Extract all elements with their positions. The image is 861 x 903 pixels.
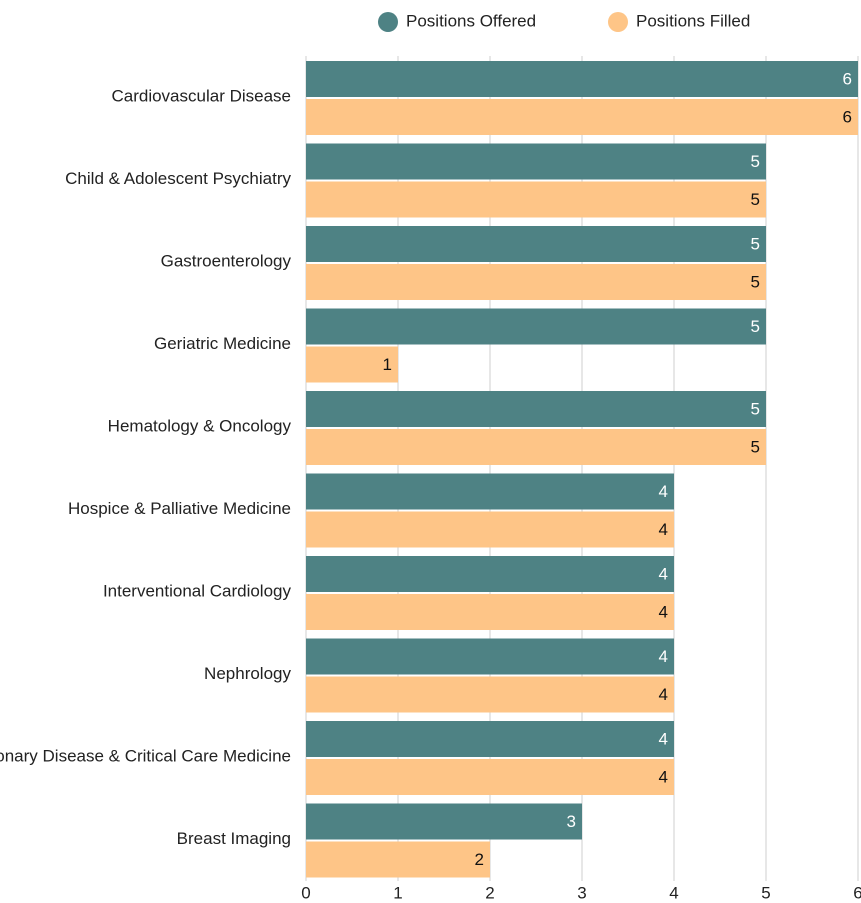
bar bbox=[306, 226, 766, 262]
bar bbox=[306, 473, 674, 510]
bar bbox=[306, 391, 766, 427]
bar bbox=[306, 803, 582, 840]
value-label: 5 bbox=[751, 399, 760, 418]
y-tick-label: Breast Imaging bbox=[177, 829, 291, 848]
legend-swatch bbox=[378, 12, 398, 32]
y-tick-label: Hospice & Palliative Medicine bbox=[68, 499, 291, 518]
value-label: 4 bbox=[659, 520, 668, 539]
bar bbox=[306, 676, 674, 713]
y-tick-label: Gastroenterology bbox=[161, 252, 292, 271]
y-tick-label: Interventional Cardiology bbox=[103, 582, 292, 601]
bar bbox=[306, 143, 766, 180]
x-tick-label: 1 bbox=[393, 883, 402, 902]
value-label: 4 bbox=[659, 767, 668, 786]
bar bbox=[306, 638, 674, 675]
value-label: 3 bbox=[567, 812, 576, 831]
y-tick-label: Nephrology bbox=[204, 664, 291, 683]
legend-swatch bbox=[608, 12, 628, 32]
value-label: 6 bbox=[843, 69, 852, 88]
value-label: 6 bbox=[843, 107, 852, 126]
bar bbox=[306, 759, 674, 795]
x-tick-label: 4 bbox=[669, 883, 678, 902]
value-label: 4 bbox=[659, 729, 668, 748]
x-tick-label: 6 bbox=[853, 883, 861, 902]
x-tick-label: 3 bbox=[577, 883, 586, 902]
bar bbox=[306, 594, 674, 630]
value-label: 4 bbox=[659, 647, 668, 666]
value-label: 5 bbox=[751, 437, 760, 456]
bar bbox=[306, 346, 398, 383]
bar bbox=[306, 181, 766, 218]
bar bbox=[306, 511, 674, 548]
y-tick-label: Pulmonary Disease & Critical Care Medici… bbox=[0, 747, 291, 766]
bar bbox=[306, 841, 490, 878]
value-label: 4 bbox=[659, 564, 668, 583]
value-label: 5 bbox=[751, 272, 760, 291]
x-tick-label: 0 bbox=[301, 883, 310, 902]
value-label: 5 bbox=[751, 190, 760, 209]
value-label: 5 bbox=[751, 317, 760, 336]
bar bbox=[306, 264, 766, 300]
value-label: 4 bbox=[659, 602, 668, 621]
y-tick-label: Cardiovascular Disease bbox=[111, 87, 291, 106]
x-tick-label: 2 bbox=[485, 883, 494, 902]
y-tick-label: Hematology & Oncology bbox=[108, 417, 292, 436]
legend-label: Positions Offered bbox=[406, 11, 536, 30]
bar bbox=[306, 429, 766, 465]
bar bbox=[306, 556, 674, 592]
bar bbox=[306, 99, 858, 135]
y-tick-label: Child & Adolescent Psychiatry bbox=[65, 169, 291, 188]
bar bbox=[306, 721, 674, 757]
bar bbox=[306, 308, 766, 345]
value-label: 4 bbox=[659, 482, 668, 501]
value-label: 4 bbox=[659, 685, 668, 704]
x-tick-label: 5 bbox=[761, 883, 770, 902]
legend-label: Positions Filled bbox=[636, 11, 750, 30]
value-label: 1 bbox=[383, 355, 392, 374]
y-tick-label: Geriatric Medicine bbox=[154, 334, 291, 353]
value-label: 2 bbox=[475, 850, 484, 869]
value-label: 5 bbox=[751, 152, 760, 171]
value-label: 5 bbox=[751, 234, 760, 253]
bar bbox=[306, 61, 858, 97]
